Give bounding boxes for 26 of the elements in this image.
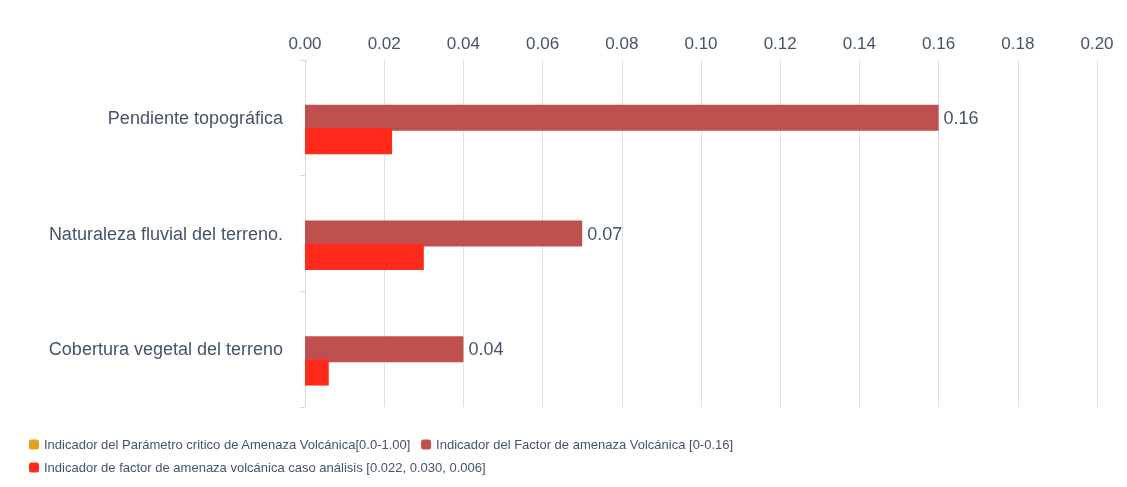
bar (305, 359, 329, 386)
x-tick-label: 0.06 (526, 34, 560, 53)
x-tick-label: 0.02 (367, 34, 401, 53)
y-tick-label: Pendiente topográfica (107, 107, 284, 128)
legend-label: Indicador del Factor de amenaza Volcánica [0-0.16] (436, 437, 734, 452)
x-tick-label: 0.10 (684, 34, 718, 53)
bar (305, 128, 393, 155)
legend-label: Indicador del Parámetro critico de Amenaza Volcánica[0.0-1.00] (44, 437, 411, 452)
data-label: 0.04 (468, 339, 504, 360)
x-tick-label: 0.18 (1001, 34, 1035, 53)
data-label: 0.16 (943, 107, 979, 128)
x-tick-label: 0.00 (288, 34, 322, 53)
bar (305, 104, 939, 131)
x-tick-label: 0.20 (1080, 34, 1114, 53)
data-label: 0.07 (587, 223, 623, 244)
x-tick-label: 0.08 (605, 34, 639, 53)
y-tick-label: Cobertura vegetal del terreno (48, 339, 283, 360)
x-tick-label: 0.14 (842, 34, 876, 53)
legend-label: Indicador de factor de amenaza volcánica caso análisis [0.022, 0.030, 0.006] (44, 460, 486, 475)
x-tick-label: 0.04 (446, 34, 480, 53)
bar (305, 220, 583, 247)
x-tick-label: 0.16 (922, 34, 956, 53)
bar (305, 243, 424, 270)
y-tick-label: Naturaleza fluvial del terreno. (48, 223, 283, 244)
bar (305, 336, 464, 363)
x-tick-label: 0.12 (763, 34, 797, 53)
